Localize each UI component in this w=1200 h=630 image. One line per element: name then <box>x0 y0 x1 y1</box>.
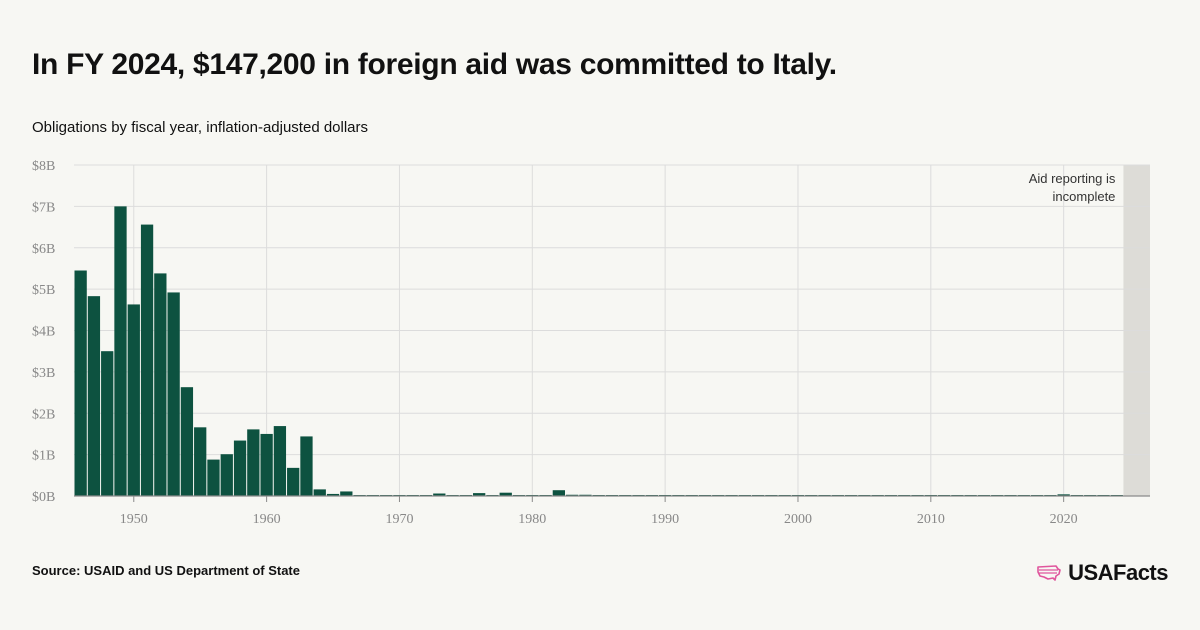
x-tick-label: 1950 <box>120 512 148 527</box>
bar-1949 <box>114 206 127 496</box>
bar-1973 <box>433 493 446 496</box>
x-tick-label: 1960 <box>253 512 281 527</box>
x-tick-label: 1980 <box>518 512 546 527</box>
annotation-line-2: incomplete <box>1053 189 1116 204</box>
y-tick-label: $1B <box>32 449 55 464</box>
y-tick-label: $3B <box>32 366 55 381</box>
y-tick-label: $5B <box>32 283 55 298</box>
bar-1954 <box>180 387 194 496</box>
x-tick-label: 1970 <box>385 512 413 527</box>
bar-1957 <box>220 454 233 496</box>
bar-1983 <box>566 494 579 496</box>
bar-1958 <box>233 440 247 496</box>
x-tick-label: 2020 <box>1050 512 1078 527</box>
chart-title: In FY 2024, $147,200 in foreign aid was … <box>32 48 837 81</box>
bar-1966 <box>340 491 353 496</box>
bar-1961 <box>273 426 287 496</box>
x-tick-label: 1990 <box>651 512 679 527</box>
bar-1964 <box>313 489 326 496</box>
y-tick-label: $6B <box>32 242 55 257</box>
bar-1948 <box>101 351 114 496</box>
x-tick-label: 2000 <box>784 512 812 527</box>
y-tick-label: $0B <box>32 490 55 505</box>
bar-1982 <box>552 490 566 496</box>
bar-1946 <box>74 270 87 496</box>
bar-1956 <box>207 459 220 496</box>
annotation-line-1: Aid reporting is <box>1029 171 1116 186</box>
brand-name: USAFacts <box>1068 560 1168 585</box>
bar-1947 <box>87 296 101 496</box>
bar-1976 <box>473 493 486 496</box>
y-tick-label: $8B <box>32 159 55 174</box>
bar-1984 <box>579 494 592 496</box>
bar-1965 <box>326 493 340 496</box>
source-note: Source: USAID and US Department of State <box>32 563 300 578</box>
y-tick-label: $4B <box>32 325 55 340</box>
bar-1952 <box>154 273 167 496</box>
brand-logo: USAFacts <box>1036 560 1168 586</box>
bar-chart: $0B $1B $2B $3B $4B $5B $6B $7B $8B 1950 1960 1970 1… <box>32 159 1150 527</box>
y-tick-label: $2B <box>32 407 55 422</box>
bar-1953 <box>167 292 180 496</box>
bar-1963 <box>300 436 313 496</box>
bar-1978 <box>499 492 512 496</box>
bar-1962 <box>287 467 300 496</box>
bar-1959 <box>247 429 260 496</box>
y-tick-label: $7B <box>32 200 55 215</box>
bar-1960 <box>260 433 273 496</box>
bar-1951 <box>140 224 154 496</box>
chart-subtitle: Obligations by fiscal year, inflation-ad… <box>32 119 369 136</box>
bar-1955 <box>194 427 207 496</box>
us-map-icon <box>1037 565 1061 581</box>
x-tick-label: 2010 <box>917 512 945 527</box>
bar-1950 <box>127 304 140 496</box>
bar-2020 <box>1057 494 1070 496</box>
